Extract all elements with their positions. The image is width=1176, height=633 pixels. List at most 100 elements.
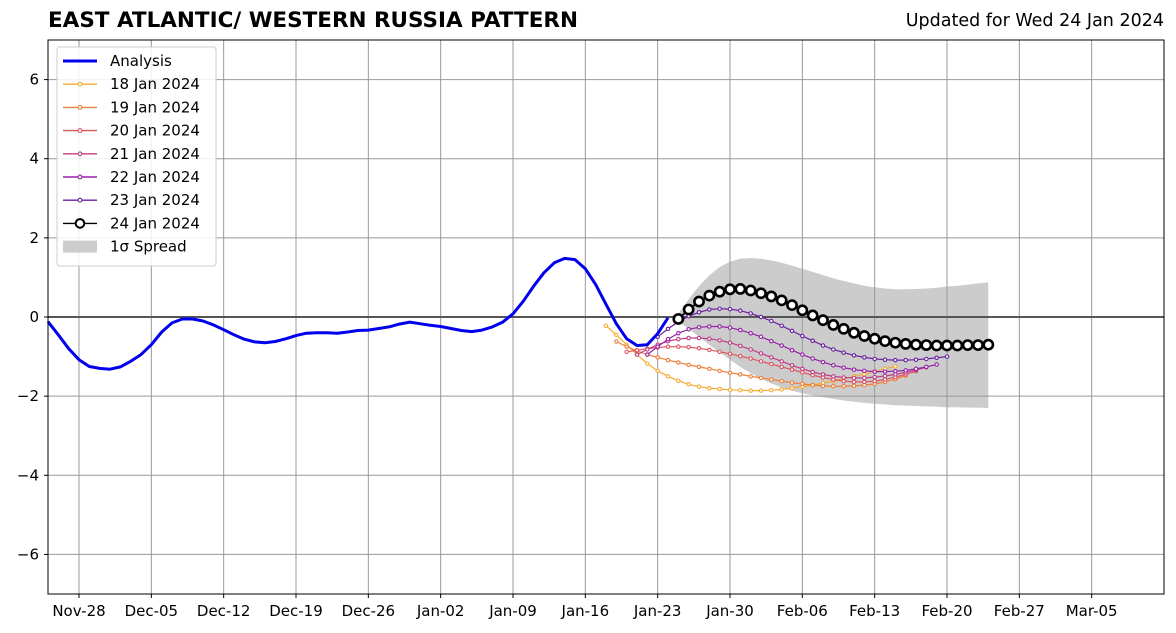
forecast-point bbox=[727, 306, 733, 312]
forecast-point bbox=[769, 338, 774, 344]
series-layer bbox=[46, 256, 995, 393]
forecast-point bbox=[924, 364, 929, 370]
forecast-point bbox=[893, 368, 898, 374]
forecast-point bbox=[779, 343, 784, 348]
forecast-point bbox=[676, 378, 681, 383]
forecast-point bbox=[645, 361, 650, 366]
legend-label: 18 Jan 2024 bbox=[110, 75, 200, 93]
legend-marker bbox=[77, 151, 83, 157]
forecast-point bbox=[820, 372, 826, 377]
forecast-point bbox=[758, 375, 764, 381]
forecast-point bbox=[779, 359, 784, 364]
forecast-point bbox=[655, 355, 660, 360]
x-tick-label: Dec-19 bbox=[269, 602, 323, 620]
forecast-point bbox=[889, 336, 902, 349]
forecast-point bbox=[717, 349, 722, 355]
forecast-point bbox=[820, 383, 826, 389]
forecast-point bbox=[800, 333, 805, 339]
forecast-point bbox=[810, 382, 815, 388]
forecast-point bbox=[614, 339, 619, 344]
forecast-point bbox=[837, 322, 850, 335]
forecast-point bbox=[862, 375, 867, 381]
forecast-point bbox=[769, 387, 774, 393]
forecast-point bbox=[707, 366, 712, 372]
x-tick-label: Jan-09 bbox=[488, 602, 537, 620]
forecast-point bbox=[676, 344, 681, 349]
forecast-point bbox=[800, 352, 805, 357]
chart-subtitle: Updated for Wed 24 Jan 2024 bbox=[905, 11, 1164, 31]
forecast-point bbox=[831, 363, 836, 368]
forecast-point bbox=[717, 324, 722, 329]
forecast-point bbox=[831, 374, 836, 379]
forecast-point bbox=[769, 318, 774, 324]
forecast-point bbox=[893, 364, 898, 369]
forecast-point bbox=[748, 374, 753, 379]
analysis-line bbox=[46, 256, 670, 371]
forecast-point bbox=[868, 332, 881, 345]
x-tick-label: Feb-27 bbox=[994, 602, 1045, 620]
forecast-point bbox=[765, 290, 778, 303]
forecast-point bbox=[717, 386, 722, 392]
forecast-point bbox=[676, 330, 681, 336]
forecast-point bbox=[951, 339, 964, 352]
legend-marker bbox=[74, 218, 86, 229]
forecast-point bbox=[810, 356, 815, 361]
forecast-point bbox=[696, 384, 702, 389]
forecast-point bbox=[820, 343, 826, 348]
forecast-point bbox=[707, 336, 712, 342]
legend-label: Analysis bbox=[110, 52, 172, 70]
forecast-point bbox=[827, 319, 840, 331]
ticks-layer: Nov-28 Dec-05 Dec-12 Dec-19 Dec-26 Jan-02 Jan-… bbox=[17, 71, 1118, 620]
forecast-point bbox=[841, 383, 846, 389]
forecast-point bbox=[903, 368, 908, 373]
grid-layer bbox=[48, 40, 1164, 594]
forecast-point bbox=[676, 336, 681, 342]
forecast-point bbox=[930, 339, 943, 352]
forecast-point bbox=[614, 332, 619, 338]
forecast-point bbox=[831, 383, 836, 389]
legend-marker bbox=[77, 104, 83, 110]
x-tick-label: Jan-16 bbox=[561, 602, 610, 620]
forecast-point bbox=[789, 367, 795, 372]
y-tick-label: 4 bbox=[29, 150, 39, 168]
forecast-point bbox=[645, 347, 650, 352]
forecast-point bbox=[817, 314, 829, 327]
forecast-point bbox=[841, 378, 846, 384]
forecast-point bbox=[879, 335, 891, 348]
forecast-point bbox=[851, 379, 857, 385]
forecast-point bbox=[758, 314, 764, 320]
forecast-point bbox=[665, 344, 671, 349]
forecast-point bbox=[789, 380, 795, 385]
forecast-point bbox=[872, 378, 877, 384]
forecast-point bbox=[841, 365, 846, 370]
forecast-point bbox=[858, 330, 871, 342]
forecast-point bbox=[810, 369, 815, 375]
forecast-point bbox=[744, 284, 757, 297]
forecast-point bbox=[634, 352, 640, 357]
forecast-point bbox=[851, 353, 857, 358]
x-tick-label: Feb-06 bbox=[777, 602, 828, 620]
legend-label: 19 Jan 2024 bbox=[110, 98, 200, 116]
forecast-point bbox=[686, 344, 691, 350]
forecast-point bbox=[982, 338, 995, 351]
y-tick-label: −4 bbox=[17, 466, 39, 484]
y-tick-label: 0 bbox=[29, 308, 39, 326]
forecast-point bbox=[779, 387, 784, 392]
forecast-point bbox=[755, 287, 767, 300]
forecast-point bbox=[665, 374, 671, 379]
forecast-point bbox=[775, 294, 788, 307]
forecast-point bbox=[913, 357, 919, 362]
forecast-point bbox=[800, 370, 805, 375]
x-tick-label: Dec-05 bbox=[125, 602, 179, 620]
forecast-point bbox=[862, 379, 867, 385]
legend-marker bbox=[77, 81, 83, 87]
forecast-point bbox=[748, 388, 753, 393]
forecast-point bbox=[934, 355, 939, 361]
x-tick-label: Feb-20 bbox=[921, 602, 972, 620]
forecast-point bbox=[707, 324, 712, 329]
forecast-point bbox=[727, 387, 733, 393]
x-tick-label: Jan-02 bbox=[416, 602, 465, 620]
forecast-point bbox=[624, 349, 629, 355]
forecast-point bbox=[882, 357, 888, 362]
